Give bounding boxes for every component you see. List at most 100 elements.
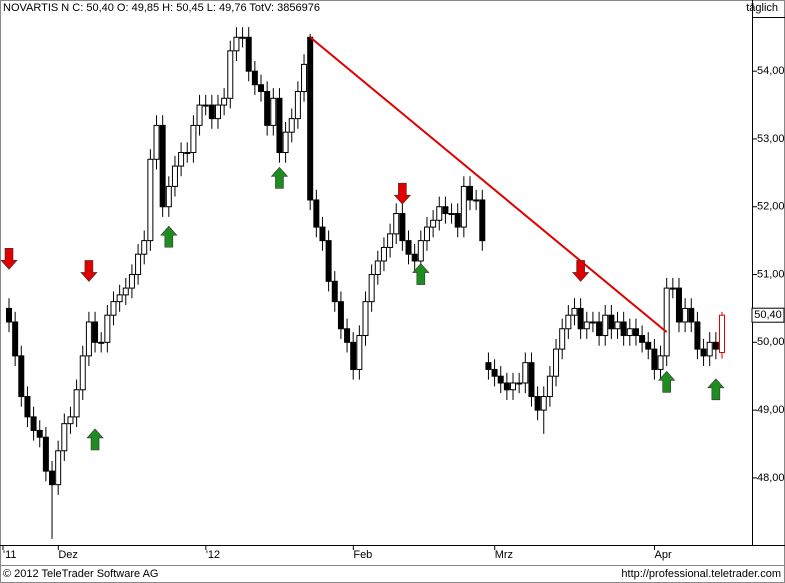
candle-body — [522, 362, 529, 384]
sell-arrow — [393, 182, 412, 205]
x-tick-label: '12 — [206, 549, 220, 561]
candle-body — [79, 355, 86, 391]
candle-body — [245, 36, 252, 72]
candle-body — [645, 341, 652, 350]
y-tick-label: 52,00 — [757, 201, 785, 213]
y-tick-label: 50,00 — [757, 336, 785, 348]
candle-body — [128, 274, 135, 289]
buy-arrow — [160, 225, 178, 248]
candle-body — [565, 314, 572, 330]
sell-arrow — [80, 260, 98, 282]
candle-body — [503, 382, 510, 391]
candle-body — [67, 416, 74, 425]
candle-body — [608, 314, 615, 330]
candle-body — [546, 375, 553, 398]
candle-body — [184, 152, 191, 155]
candle-body — [356, 335, 363, 370]
last-price-label: 50,40 — [754, 309, 782, 321]
candle-body — [233, 36, 240, 52]
candle-body — [313, 199, 320, 228]
candle-body — [288, 118, 295, 133]
candle-body — [688, 307, 695, 323]
candle-body — [399, 213, 406, 242]
candle-body — [479, 199, 486, 242]
candle-body — [374, 260, 381, 276]
candle-body — [651, 348, 658, 370]
x-tick-label: Mrz — [495, 549, 513, 561]
buy-arrow — [658, 370, 676, 393]
candle-body — [497, 375, 504, 384]
candle-body — [380, 246, 387, 262]
candle-body — [122, 287, 129, 296]
candle-body — [258, 84, 265, 93]
candle-body — [276, 97, 283, 154]
candle-body — [12, 321, 19, 357]
candle-body — [331, 280, 338, 303]
candle-body — [682, 307, 689, 323]
candle-body — [73, 389, 80, 418]
candle-body — [387, 233, 394, 248]
candle-body — [307, 36, 314, 201]
candle-body — [55, 450, 62, 486]
y-tick-label: 54,00 — [757, 65, 785, 77]
candle-body — [319, 226, 326, 242]
chart-title: NOVARTIS N C: 50,40 O: 49,85 H: 50,45 L:… — [3, 2, 320, 14]
candle-body — [540, 396, 547, 411]
candle-body — [491, 368, 498, 377]
candle-body — [430, 219, 437, 228]
candle-body — [110, 301, 117, 316]
candle-body — [454, 213, 461, 228]
candle-body — [466, 185, 473, 201]
candle-body — [270, 97, 277, 126]
candle-body — [663, 287, 670, 357]
candle-body — [583, 321, 590, 330]
candle-body — [116, 294, 123, 303]
candle-body — [24, 396, 31, 418]
candle-body — [553, 348, 560, 377]
candle-body — [239, 36, 246, 39]
candle-body — [36, 429, 43, 438]
candle-body — [227, 50, 234, 99]
y-tick-label: 48,00 — [757, 472, 785, 484]
candle-body — [251, 70, 258, 86]
candle-body — [614, 321, 621, 330]
x-tick-label: Feb — [353, 549, 372, 561]
candle-body — [362, 301, 369, 337]
candle-body — [423, 226, 430, 242]
candle-body — [337, 301, 344, 330]
candle-body — [301, 63, 308, 93]
candle-body — [694, 321, 701, 350]
candle-body — [589, 321, 596, 324]
candle-body — [104, 314, 111, 343]
buy-arrow — [707, 378, 725, 401]
x-tick-label: Dez — [58, 549, 78, 561]
last-price-box — [751, 307, 785, 323]
candle-body — [61, 423, 68, 452]
x-tick-label: '11 — [3, 549, 17, 561]
candle-body — [350, 341, 357, 370]
candle-body — [344, 328, 351, 343]
candle-body — [393, 213, 400, 235]
y-tick-label: 53,00 — [757, 133, 785, 145]
candle-body — [190, 124, 197, 154]
y-tick-label: 51,00 — [757, 268, 785, 280]
candle-body — [534, 396, 541, 411]
footer-right: http://professional.teletrader.com — [621, 568, 781, 580]
candle-body — [510, 382, 517, 391]
candle-body — [436, 206, 443, 221]
candle-body — [473, 199, 480, 202]
candle-body — [141, 240, 148, 255]
candle-body — [49, 470, 56, 486]
candle-body — [368, 274, 375, 303]
candle-body — [596, 321, 603, 337]
candle-body — [153, 124, 160, 160]
candle-body — [448, 213, 455, 216]
candle-body — [620, 321, 627, 337]
candle-body — [571, 307, 578, 316]
footer-left: © 2012 TeleTrader Software AG — [3, 568, 158, 580]
candle-body — [559, 328, 566, 350]
candle-body — [632, 328, 639, 337]
candle-body — [626, 328, 633, 337]
